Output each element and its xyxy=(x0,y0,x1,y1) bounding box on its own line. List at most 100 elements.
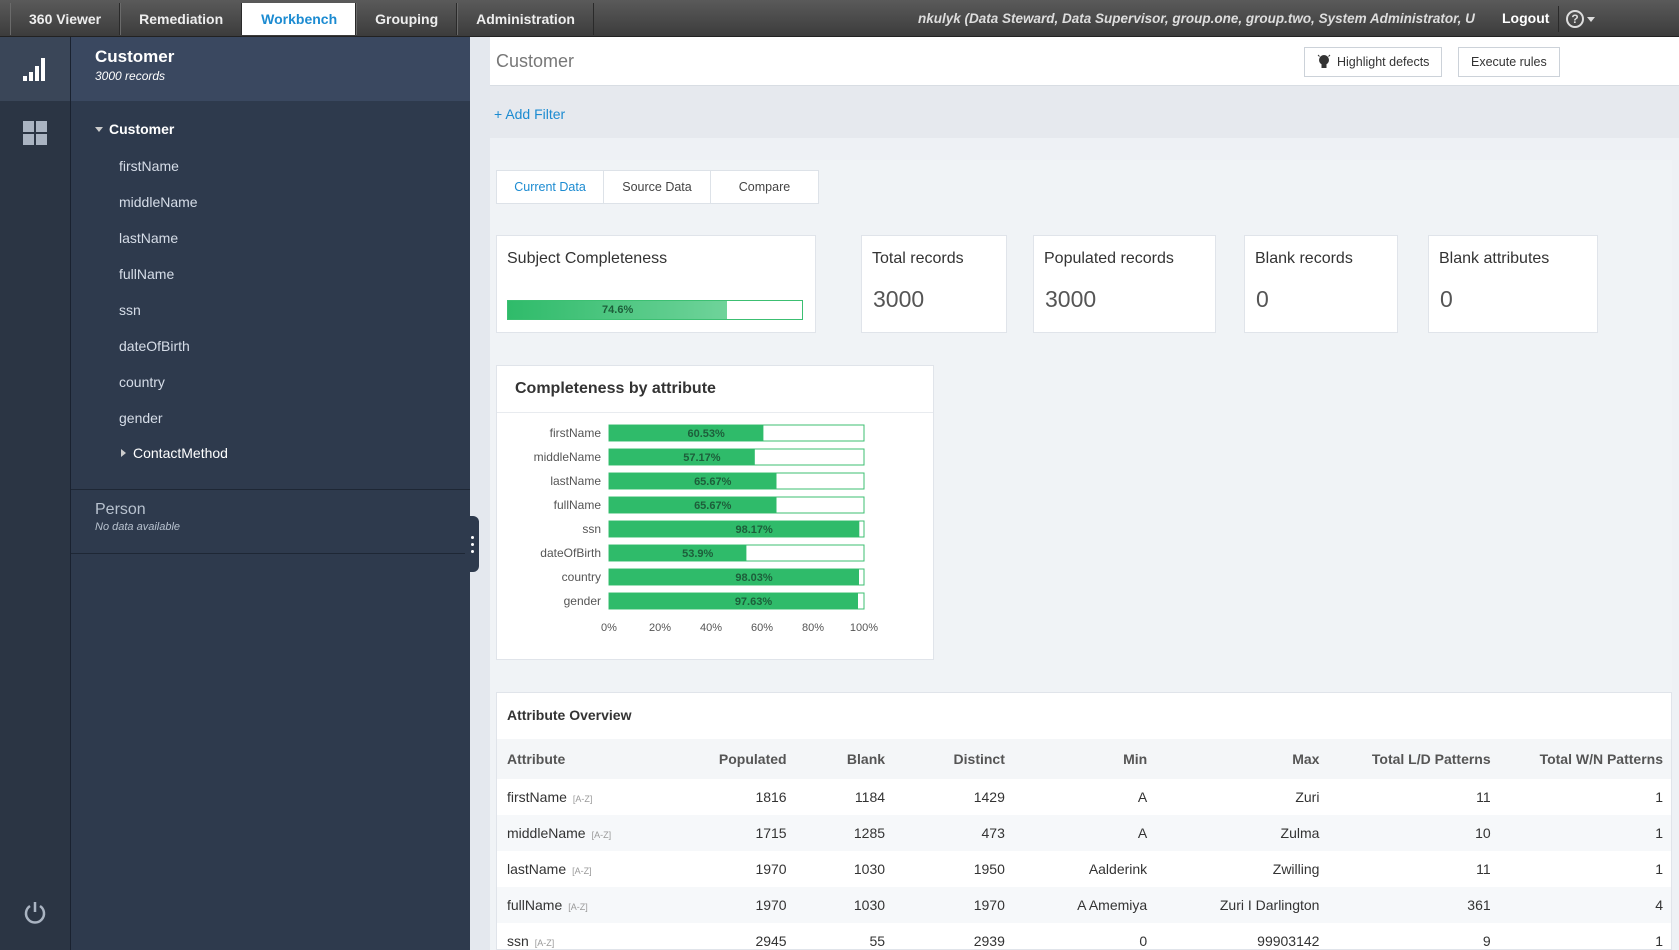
grid-icon xyxy=(23,121,47,145)
profiling-button[interactable] xyxy=(0,37,70,101)
tab-workbench[interactable]: Workbench xyxy=(242,3,357,35)
table-row: firstName [A-Z] 1816 1184 1429 A Zuri 11 1 xyxy=(497,779,1671,815)
tree-item-ssn[interactable]: ssn xyxy=(119,302,141,318)
power-button[interactable] xyxy=(12,890,58,936)
cell-value: 11 xyxy=(1476,861,1491,877)
tab-administration[interactable]: Administration xyxy=(457,3,594,35)
tab-remediation[interactable]: Remediation xyxy=(120,3,243,35)
tick-label: 80% xyxy=(802,622,824,634)
completeness-bar-chart: firstName 60.53% middleName 57.17% lastName 6… xyxy=(534,424,878,634)
cell-value: 0 xyxy=(1139,933,1148,949)
data-label: 53.9% xyxy=(682,548,713,560)
tick-label: 100% xyxy=(850,622,878,634)
table-cell: 2945 xyxy=(674,923,797,949)
completeness-chart-card: Completeness by attribute firstName 60.53… xyxy=(496,365,934,660)
tree-root-customer[interactable]: Customer xyxy=(95,121,174,137)
table-row: fullName [A-Z] 1970 1030 1970 A Amemiya Zuri I… xyxy=(497,887,1671,923)
table-cell: 11 xyxy=(1329,779,1500,815)
tree-item-firstname[interactable]: firstName xyxy=(119,158,179,174)
bar xyxy=(609,473,777,489)
cell-value: 2945 xyxy=(755,933,787,949)
add-filter-button[interactable]: + Add Filter xyxy=(494,106,565,122)
tree-item-country[interactable]: country xyxy=(119,374,165,390)
table-cell: 55 xyxy=(797,923,895,949)
table-cell: 1030 xyxy=(796,887,896,923)
column-header[interactable]: Attribute xyxy=(497,739,674,779)
populated-records-card: Populated records 3000 xyxy=(1033,235,1216,333)
logout-button[interactable]: Logout xyxy=(1502,10,1550,26)
divider xyxy=(71,553,470,554)
category-label: country xyxy=(562,570,601,584)
cell-value: 473 xyxy=(981,825,1005,841)
splitter-handle[interactable] xyxy=(465,516,479,572)
pattern-tag: [A-Z] xyxy=(572,866,592,876)
table-cell: 1285 xyxy=(796,815,896,851)
tick-label: 40% xyxy=(700,622,722,634)
attribute-link-cell[interactable]: lastName [A-Z] xyxy=(497,851,674,887)
execute-rules-button[interactable]: Execute rules xyxy=(1458,47,1560,77)
card-title: Subject Completeness xyxy=(507,250,668,267)
card-title: Total records xyxy=(872,250,964,267)
data-label: 97.63% xyxy=(735,596,773,608)
user-info: nkulyk (Data Steward, Data Supervisor, g… xyxy=(918,11,1475,26)
table-cell: Zwilling xyxy=(1157,851,1329,887)
tree-item-dateofbirth[interactable]: dateOfBirth xyxy=(119,338,190,354)
column-header[interactable]: Distinct xyxy=(895,739,1015,779)
attribute-link-cell[interactable]: ssn [A-Z] xyxy=(497,923,674,949)
chart-title: Completeness by attribute xyxy=(497,366,933,413)
category-label: firstName xyxy=(550,426,602,440)
column-header[interactable]: Populated xyxy=(673,739,797,779)
table-cell: 1429 xyxy=(895,779,1015,815)
help-menu[interactable]: ? xyxy=(1558,6,1602,32)
execute-rules-label: Execute rules xyxy=(1471,55,1547,69)
bar xyxy=(609,521,860,537)
entity-status: No data available xyxy=(95,521,181,533)
column-header[interactable]: Min xyxy=(1014,739,1158,779)
help-icon: ? xyxy=(1566,10,1584,28)
cell-value: 1 xyxy=(1655,861,1663,877)
tab-source-data[interactable]: Source Data xyxy=(604,171,711,203)
cell-value: Zulma xyxy=(1280,825,1320,841)
attribute-link-cell[interactable]: firstName [A-Z] xyxy=(497,779,674,815)
tab-360-viewer[interactable]: 360 Viewer xyxy=(10,3,121,35)
table-cell: Zuri I Darlington xyxy=(1157,887,1330,923)
table-cell: 9 xyxy=(1329,923,1500,949)
cell-value: Zwilling xyxy=(1272,861,1320,877)
tab-current-data[interactable]: Current Data xyxy=(497,171,604,203)
tree-item-contactmethod[interactable]: ContactMethod xyxy=(121,445,228,461)
highlight-defects-button[interactable]: Highlight defects xyxy=(1304,47,1443,77)
table-cell: 473 xyxy=(895,815,1015,851)
column-header[interactable]: Max xyxy=(1157,739,1330,779)
entity-person[interactable]: Person No data available xyxy=(71,491,470,553)
cell-value: Zuri xyxy=(1295,789,1320,805)
attribute-overview-card: Attribute Overview Attribute Populated B… xyxy=(496,692,1672,950)
table-row: lastName [A-Z] 1970 1030 1950 Aalderink Zwilli… xyxy=(497,851,1671,887)
pattern-tag: [A-Z] xyxy=(572,794,593,804)
tree-item-lastname[interactable]: lastName xyxy=(119,230,179,246)
column-header[interactable]: Total W/N Patterns xyxy=(1500,739,1671,779)
tree-item-gender[interactable]: gender xyxy=(119,410,163,426)
column-header[interactable]: Total L/D Patterns xyxy=(1329,739,1501,779)
cell-value: fullName xyxy=(507,897,563,913)
card-value: 3000 xyxy=(873,286,925,312)
cell-value: ssn xyxy=(507,933,529,949)
attribute-link-cell[interactable]: fullName [A-Z] xyxy=(497,887,674,923)
entity-record-count: 3000 records xyxy=(95,69,166,83)
page-title: Customer xyxy=(496,51,575,71)
dashboard-button[interactable] xyxy=(0,101,70,165)
cell-value: middleName xyxy=(507,825,586,841)
column-header[interactable]: Blank xyxy=(796,739,896,779)
caret-down-icon xyxy=(95,126,103,132)
tree-item-middlename[interactable]: middleName xyxy=(119,194,198,210)
entity-customer[interactable]: Customer 3000 records xyxy=(71,37,470,101)
attribute-link-cell[interactable]: middleName [A-Z] xyxy=(497,815,674,851)
cell-value: A xyxy=(1137,789,1148,805)
cell-value: 1 xyxy=(1655,789,1663,805)
tab-grouping[interactable]: Grouping xyxy=(356,3,458,35)
table-cell: 1 xyxy=(1500,815,1671,851)
chevron-down-icon xyxy=(1587,16,1595,22)
cell-value: 1429 xyxy=(973,789,1005,805)
bar xyxy=(609,593,858,609)
tab-compare[interactable]: Compare xyxy=(738,180,791,194)
tree-item-fullname[interactable]: fullName xyxy=(119,266,175,282)
